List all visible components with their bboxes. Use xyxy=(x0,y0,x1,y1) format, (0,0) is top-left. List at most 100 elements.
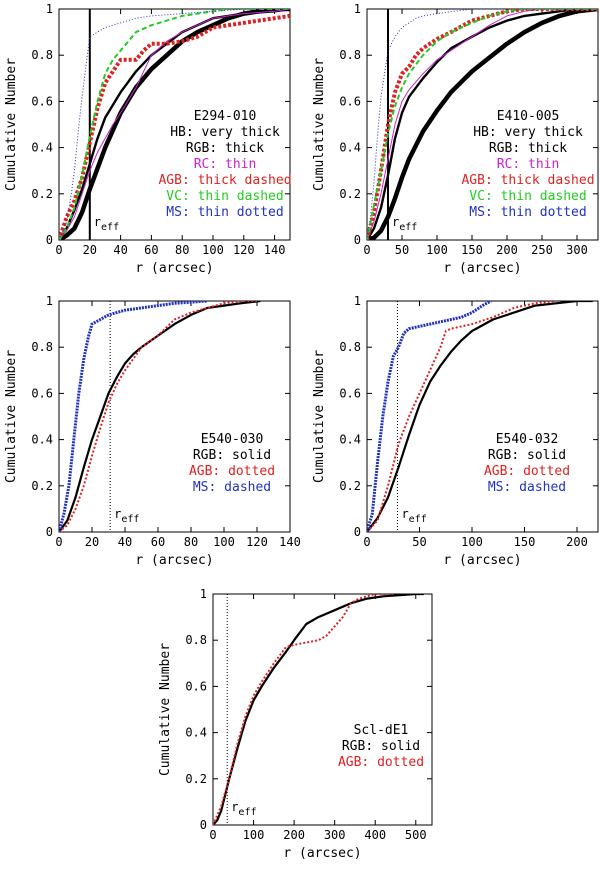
plot-frame xyxy=(58,300,291,533)
y-axis-label: Cumulative Number xyxy=(312,350,327,483)
legend-entry: AGB: dotted xyxy=(189,464,275,479)
y-tick-label: 0 xyxy=(200,818,207,832)
x-tick-label: 60 xyxy=(151,535,165,549)
series-agb-line xyxy=(213,594,396,825)
y-axis-label: Cumulative Number xyxy=(158,643,173,776)
series-ms-line xyxy=(367,9,598,240)
x-tick-label: 0 xyxy=(55,535,62,549)
y-axis-label: Cumulative Number xyxy=(4,58,19,191)
series-agb-line xyxy=(367,9,598,240)
y-tick-label: 0.2 xyxy=(339,187,361,201)
series-rgb-line xyxy=(59,301,261,532)
legend-entry: AGB: thick dashed xyxy=(461,173,594,188)
x-tick-label: 100 xyxy=(243,828,265,842)
x-tick-label: 0 xyxy=(363,535,370,549)
x-tick-label: 100 xyxy=(202,243,224,257)
x-tick-label: 50 xyxy=(395,243,409,257)
x-tick-label: 80 xyxy=(184,535,198,549)
x-axis-label: r (arcsec) xyxy=(443,553,521,568)
legend-entry: HB: very thick xyxy=(170,125,280,140)
legend-entry: VC: thin dashed xyxy=(166,189,283,204)
panel-title: E540-032 xyxy=(496,432,559,447)
x-tick-label: 150 xyxy=(461,243,483,257)
y-tick-label: 0.8 xyxy=(339,340,361,354)
panel-title: E294-010 xyxy=(194,109,257,124)
panel-scl-de1: 0 100 200 300 400 500 0 0.2 0.4 0.6 0.8 1 r (arcsec)… xyxy=(158,587,433,861)
x-tick-label: 140 xyxy=(264,243,286,257)
series-group xyxy=(213,594,424,825)
series-ms-line xyxy=(367,301,492,532)
series-rc-line xyxy=(59,9,290,240)
series-ms-line xyxy=(59,301,208,532)
x-tick-label: 0 xyxy=(363,243,370,257)
y-tick-label: 0.6 xyxy=(185,679,207,693)
y-tick-label: 0 xyxy=(46,525,53,539)
x-tick-label: 120 xyxy=(233,243,255,257)
legend-entry: RGB: solid xyxy=(342,739,420,754)
legend-entry: MS: thin dotted xyxy=(166,205,283,220)
panel-e540-032: 0 50 100 150 200 0 0.2 0.4 0.6 0.8 1 r (arcsec) Cumu… xyxy=(312,294,599,568)
x-axis-label: r (arcsec) xyxy=(135,261,213,276)
x-tick-label: 100 xyxy=(461,535,483,549)
x-tick-label: 100 xyxy=(426,243,448,257)
x-tick-label: 0 xyxy=(209,828,216,842)
panel-e410-005: 0 50 100 150 200 250 300 0 0.2 0.4 0.6 0.8 1 r (arcse… xyxy=(312,2,599,276)
panel-title: E410-005 xyxy=(497,109,560,124)
panel-e294-010: 0 20 40 60 80 100 120 140 0 0.2 0.4 0.6 0.8 1 r (arcse… xyxy=(4,2,292,276)
series-hb-line xyxy=(367,9,598,240)
legend-entry: RGB: solid xyxy=(488,448,566,463)
y-tick-label: 0.4 xyxy=(31,433,53,447)
y-tick-label: 1 xyxy=(354,2,361,16)
y-tick-label: 0.8 xyxy=(31,48,53,62)
y-tick-label: 0.4 xyxy=(339,141,361,155)
legend-entry: MS: dashed xyxy=(488,480,566,495)
x-tick-label: 60 xyxy=(144,243,158,257)
x-tick-label: 20 xyxy=(85,535,99,549)
plot-frame xyxy=(212,593,433,826)
plot-frame xyxy=(366,8,599,241)
legend-entry: RGB: thick xyxy=(186,141,264,156)
y-tick-label: 1 xyxy=(354,294,361,308)
x-tick-label: 500 xyxy=(405,828,427,842)
x-tick-label: 200 xyxy=(566,535,588,549)
legend-entry: AGB: dotted xyxy=(338,755,424,770)
series-ms-line xyxy=(59,9,290,240)
legend-entry: RGB: solid xyxy=(193,448,271,463)
reff-subscript: eff xyxy=(399,222,417,233)
panel-title: E540-030 xyxy=(201,432,264,447)
x-tick-label: 150 xyxy=(514,535,536,549)
y-tick-label: 0.6 xyxy=(31,386,53,400)
x-tick-label: 40 xyxy=(118,535,132,549)
series-rgb-line xyxy=(367,301,593,532)
y-axis-label: Cumulative Number xyxy=(4,350,19,483)
x-tick-label: 120 xyxy=(246,535,268,549)
legend-entry: AGB: dotted xyxy=(484,464,570,479)
series-rgb-line xyxy=(213,594,424,825)
y-tick-label: 0.2 xyxy=(31,479,53,493)
reff-subscript: eff xyxy=(238,807,256,818)
reff-subscript: eff xyxy=(121,514,139,525)
x-tick-label: 200 xyxy=(496,243,518,257)
y-tick-label: 1 xyxy=(46,2,53,16)
y-tick-label: 0 xyxy=(46,233,53,247)
x-tick-label: 300 xyxy=(566,243,588,257)
y-tick-label: 0.6 xyxy=(339,94,361,108)
series-group xyxy=(367,9,598,240)
series-rc-line xyxy=(367,9,598,240)
y-tick-label: 0.8 xyxy=(339,48,361,62)
x-tick-label: 20 xyxy=(83,243,97,257)
legend-entry: AGB: thick dashed xyxy=(158,173,291,188)
legend-entry: MS: thin dotted xyxy=(469,205,586,220)
y-tick-label: 0.2 xyxy=(185,772,207,786)
x-tick-label: 400 xyxy=(364,828,386,842)
x-tick-label: 40 xyxy=(113,243,127,257)
y-tick-label: 0.4 xyxy=(185,726,207,740)
y-tick-label: 1 xyxy=(200,587,207,601)
series-group xyxy=(367,301,593,532)
x-tick-label: 300 xyxy=(324,828,346,842)
y-tick-label: 0.8 xyxy=(31,340,53,354)
series-group xyxy=(59,9,290,240)
legend-entry: RC: thin xyxy=(497,157,560,172)
